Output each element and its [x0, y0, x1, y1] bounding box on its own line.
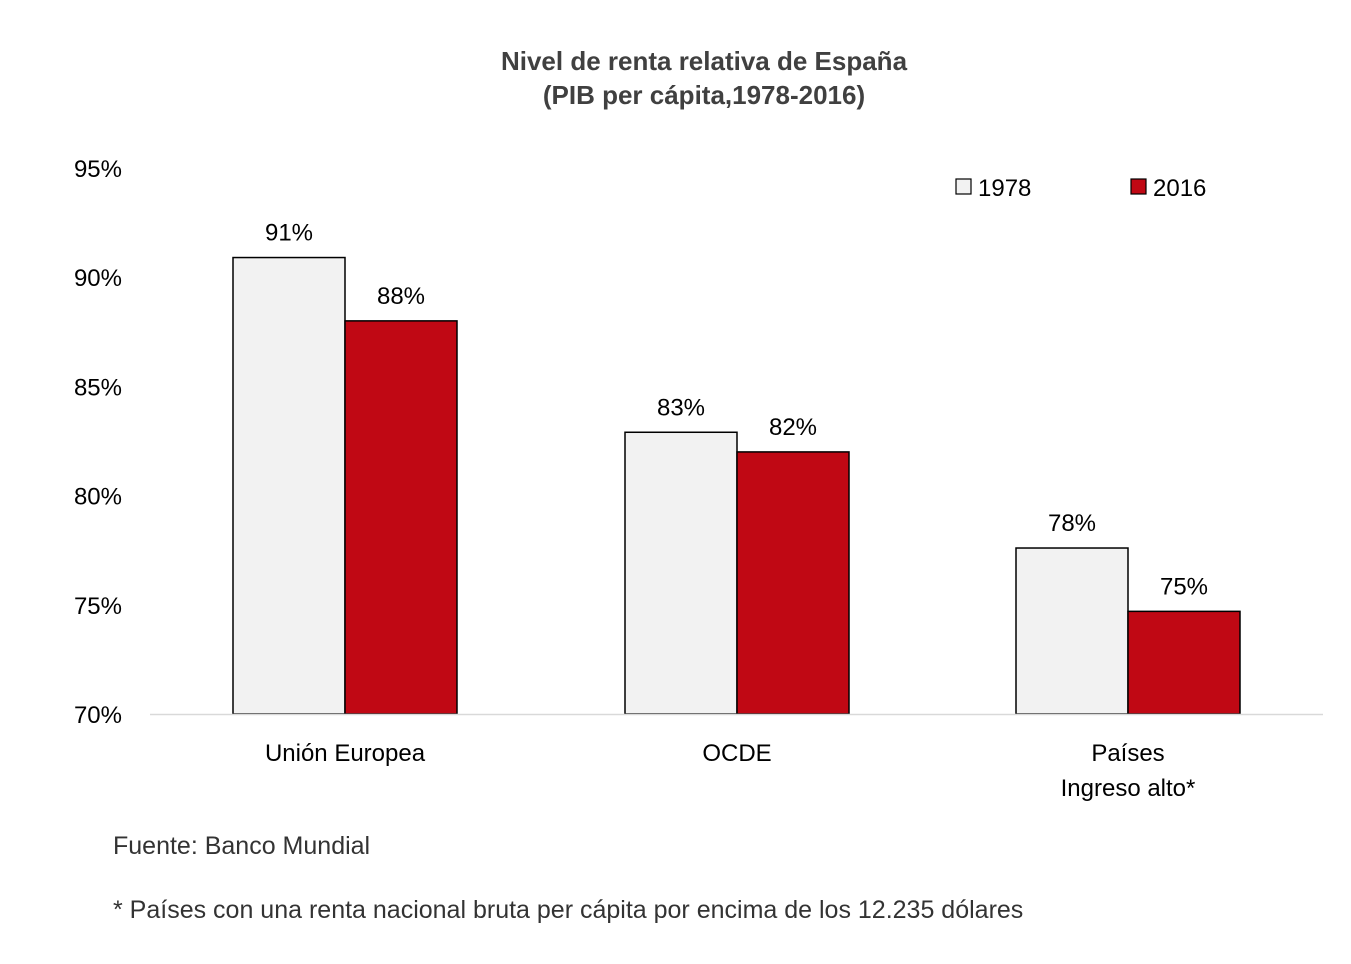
data-label: 78%	[1048, 510, 1096, 537]
category-label: Unión Europea	[265, 740, 426, 767]
bar-1978	[624, 431, 738, 715]
category-label: Ingreso alto*	[1061, 775, 1196, 802]
legend-label: 2016	[1153, 175, 1206, 202]
chart-title: Nivel de renta relativa de España	[501, 46, 908, 76]
data-label: 75%	[1160, 573, 1208, 600]
y-tick-label: 80%	[74, 484, 122, 511]
category-label: OCDE	[702, 740, 771, 767]
y-tick-label: 70%	[74, 702, 122, 729]
legend-swatch-2016	[1130, 178, 1147, 195]
source-note: Fuente: Banco Mundial	[113, 832, 370, 860]
y-tick-label: 75%	[74, 593, 122, 620]
data-label: 91%	[265, 220, 313, 247]
chart-subtitle: (PIB per cápita,1978-2016)	[543, 80, 865, 110]
legend-label: 1978	[978, 175, 1031, 202]
y-tick-label: 90%	[74, 265, 122, 292]
bar-2016	[344, 320, 458, 715]
data-label: 88%	[377, 283, 425, 310]
bar-1978	[1015, 547, 1129, 715]
bar-1978	[232, 256, 346, 715]
category-label: Países	[1091, 740, 1164, 767]
legend-swatch-1978	[955, 178, 972, 195]
data-label: 82%	[769, 414, 817, 441]
bar-2016	[1127, 610, 1241, 715]
bar-2016	[736, 451, 850, 715]
footnote: * Países con una renta nacional bruta pe…	[113, 896, 1023, 924]
y-tick-label: 95%	[74, 156, 122, 183]
y-tick-label: 85%	[74, 374, 122, 401]
data-label: 83%	[657, 394, 705, 421]
